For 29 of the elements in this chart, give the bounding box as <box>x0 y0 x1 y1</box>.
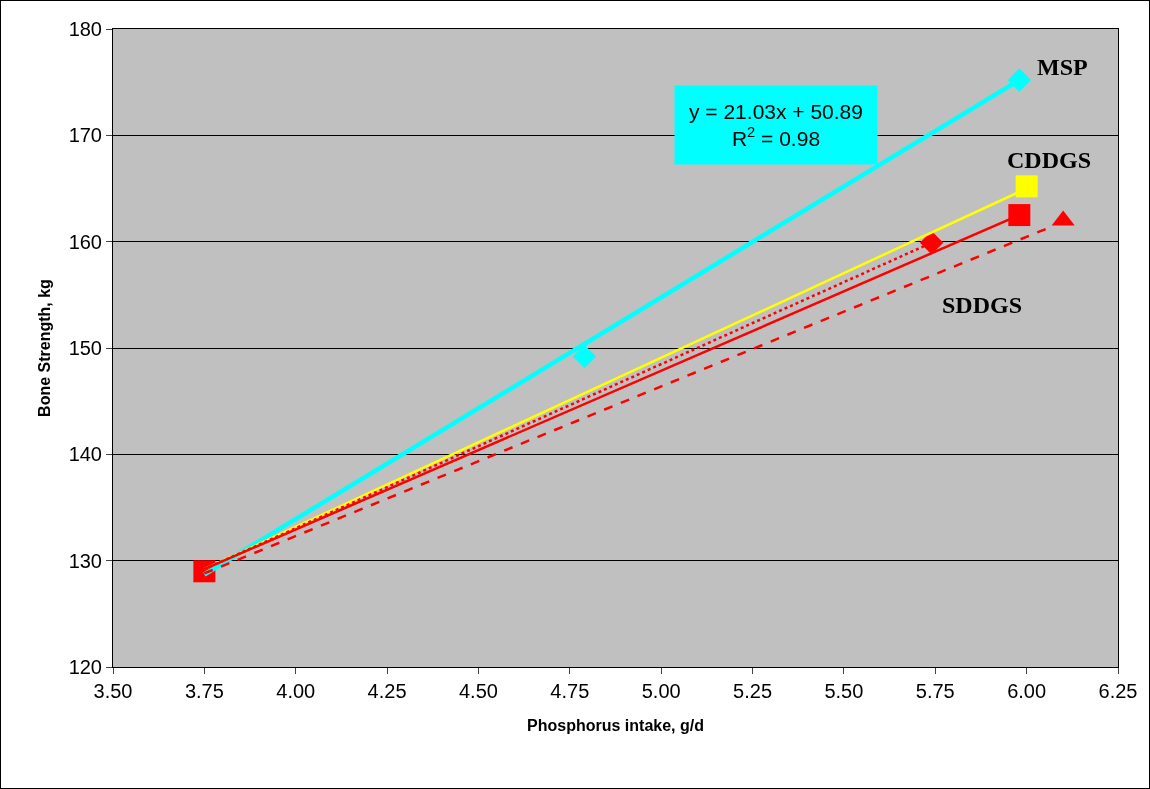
x-tick-label: 4.75 <box>550 680 590 702</box>
series-label: SDDGS <box>942 292 1023 318</box>
y-axis-title: Bone Strength, kg <box>35 279 53 417</box>
x-tick-label: 4.25 <box>367 680 407 702</box>
x-tick-label: 6.00 <box>1007 680 1047 702</box>
series-label: MSP <box>1037 54 1088 80</box>
x-tick-label: 4.00 <box>276 680 316 702</box>
x-tick-label: 5.00 <box>641 680 681 702</box>
point <box>1015 175 1038 198</box>
x-axis-title: Phosphorus intake, g/d <box>527 716 704 734</box>
x-tick-label: 6.25 <box>1098 680 1138 702</box>
y-tick-label: 140 <box>68 443 102 466</box>
x-tick-label: 5.50 <box>824 680 864 702</box>
y-tick-label: 150 <box>68 337 102 359</box>
y-tick-label: 120 <box>68 656 102 678</box>
y-tick-label: 160 <box>68 230 102 253</box>
y-tick-label: 170 <box>68 124 102 147</box>
point <box>919 231 944 255</box>
annotation: y = 21.03x + 50.89 R$^{2}$ = 0.98 <box>689 100 863 151</box>
x-tick-label: 5.25 <box>733 680 773 702</box>
x-tick-label: 3.75 <box>184 680 224 702</box>
y-tick-label: 130 <box>68 549 102 572</box>
x-tick-label: 4.50 <box>458 680 498 702</box>
series-label: CDDGS <box>1007 147 1092 173</box>
y-tick-label: 180 <box>68 18 102 40</box>
x-tick-label: 3.50 <box>93 680 133 702</box>
x-tick-label: 5.75 <box>915 680 955 702</box>
point <box>1008 204 1031 227</box>
point <box>572 344 597 369</box>
